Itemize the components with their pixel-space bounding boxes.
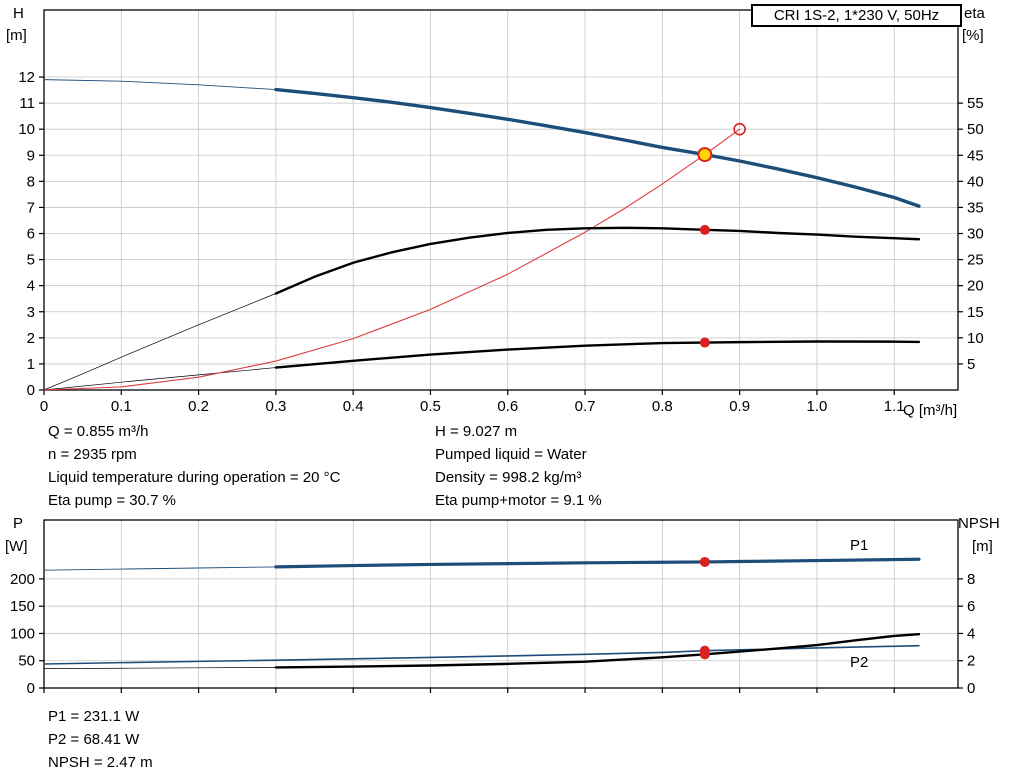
svg-text:P2: P2: [850, 654, 868, 671]
svg-text:0: 0: [40, 398, 48, 415]
power-axis-unit: [W]: [5, 538, 28, 555]
power-npsh-chart: 0 50 100 150 200 0 2 4 6 8 P1 P2: [10, 519, 975, 697]
svg-text:2: 2: [27, 330, 35, 347]
duty-annotations-right: H = 9.027 m Pumped liquid = Water Densit…: [435, 420, 602, 512]
annotation-liquid: Pumped liquid = Water: [435, 446, 587, 463]
svg-text:0.1: 0.1: [111, 398, 132, 415]
annotation-p2: P2 = 68.41 W: [48, 731, 140, 748]
eta-axis-title: eta: [964, 5, 985, 22]
head-axis-unit: [m]: [6, 27, 27, 44]
duty-annotations-left: Q = 0.855 m³/h n = 2935 rpm Liquid tempe…: [48, 420, 340, 512]
svg-text:9: 9: [27, 147, 35, 164]
annotation-eta-pump-motor: Eta pump+motor = 9.1 %: [435, 492, 602, 509]
svg-text:0: 0: [27, 382, 35, 399]
annotation-density: Density = 998.2 kg/m³: [435, 469, 582, 486]
svg-text:1: 1: [27, 356, 35, 373]
annotation-speed: n = 2935 rpm: [48, 446, 137, 463]
svg-text:0.6: 0.6: [497, 398, 518, 415]
svg-text:30: 30: [967, 226, 984, 243]
svg-text:4: 4: [27, 278, 35, 295]
svg-text:3: 3: [27, 304, 35, 321]
svg-text:6: 6: [27, 226, 35, 243]
svg-text:8: 8: [27, 173, 35, 190]
svg-text:1.0: 1.0: [807, 398, 828, 415]
svg-text:11: 11: [19, 95, 35, 112]
svg-text:6: 6: [967, 598, 975, 615]
svg-text:8: 8: [967, 571, 975, 588]
svg-text:45: 45: [967, 147, 984, 164]
head-axis-title: H: [13, 5, 24, 22]
annotation-p1: P1 = 231.1 W: [48, 708, 140, 725]
npsh-axis-title: NPSH: [958, 515, 1000, 532]
svg-text:0.2: 0.2: [188, 398, 209, 415]
svg-text:0.5: 0.5: [420, 398, 441, 415]
svg-text:7: 7: [27, 199, 35, 216]
svg-text:35: 35: [967, 199, 984, 216]
annotation-eta-pump: Eta pump = 30.7 %: [48, 492, 176, 509]
annotation-head: H = 9.027 m: [435, 423, 518, 440]
pump-model-title: CRI 1S-2, 1*230 V, 50Hz: [751, 4, 962, 27]
svg-text:2: 2: [967, 653, 975, 670]
svg-text:P1: P1: [850, 537, 868, 554]
annotation-temperature: Liquid temperature during operation = 20…: [48, 469, 341, 486]
svg-text:5: 5: [27, 252, 35, 269]
svg-text:1.1: 1.1: [884, 398, 905, 415]
svg-text:12: 12: [18, 69, 35, 86]
svg-text:0: 0: [967, 680, 975, 697]
svg-text:0.3: 0.3: [265, 398, 286, 415]
svg-text:200: 200: [10, 571, 35, 588]
flow-axis-title: Q [m³/h]: [903, 402, 958, 419]
annotation-npsh: NPSH = 2.47 m: [48, 754, 153, 771]
svg-text:0: 0: [27, 680, 35, 697]
svg-text:50: 50: [967, 121, 984, 138]
svg-text:10: 10: [18, 121, 35, 138]
power-axis-title: P: [13, 515, 24, 532]
svg-text:150: 150: [10, 598, 35, 615]
svg-text:10: 10: [967, 330, 984, 347]
svg-text:40: 40: [967, 173, 984, 190]
svg-text:15: 15: [967, 304, 984, 321]
svg-text:4: 4: [967, 625, 975, 642]
svg-text:5: 5: [967, 356, 975, 373]
power-annotations: P1 = 231.1 W P2 = 68.41 W NPSH = 2.47 m: [48, 705, 153, 774]
svg-text:100: 100: [10, 625, 35, 642]
qh-eta-chart: 0 0.1 0.2 0.3 0.4 0.5 0.6 0.7 0.8 0.9 1.0 1.1012345…: [18, 9, 984, 415]
svg-text:25: 25: [967, 252, 984, 269]
svg-text:0.4: 0.4: [343, 398, 364, 415]
svg-text:0.8: 0.8: [652, 398, 673, 415]
svg-text:0.7: 0.7: [575, 398, 596, 415]
npsh-axis-unit: [m]: [972, 538, 993, 555]
svg-text:0.9: 0.9: [729, 398, 750, 415]
svg-text:20: 20: [967, 278, 984, 295]
svg-text:55: 55: [967, 95, 984, 112]
svg-text:50: 50: [18, 653, 35, 670]
annotation-flow: Q = 0.855 m³/h: [48, 423, 149, 440]
eta-axis-unit: [%]: [962, 27, 984, 44]
